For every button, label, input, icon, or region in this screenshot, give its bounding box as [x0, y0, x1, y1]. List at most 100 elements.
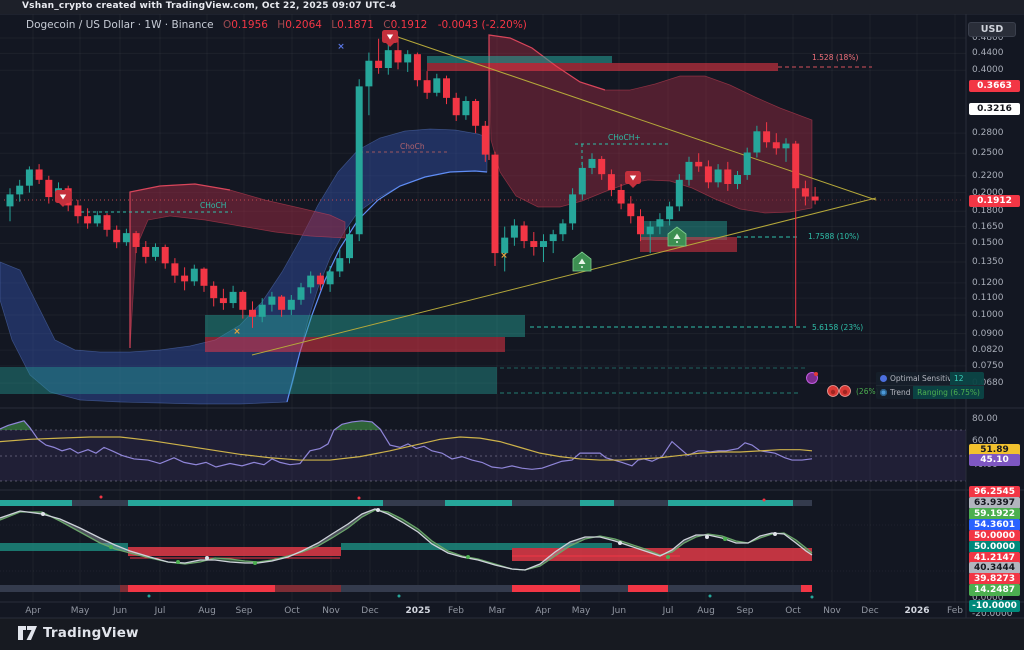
x-cross-marker: ×: [337, 42, 345, 52]
chart-annotation: CHoCH+: [608, 133, 641, 142]
legend-label: Trend Strength: [890, 388, 913, 397]
sell-signal-marker: [382, 30, 398, 47]
chart-annotation: ChoCh: [400, 142, 425, 151]
legend-label: Optimal Sensitivity: [890, 374, 950, 383]
high-value: 0.2064: [285, 19, 322, 31]
x-cross-marker: ×: [500, 251, 508, 261]
price-label-chip: 0.3216: [969, 102, 1020, 115]
tradingview-logo-icon: [18, 626, 37, 640]
high-label: H: [277, 19, 286, 31]
price-tick: 0.4000: [972, 65, 1004, 76]
chart-annotation: CHoCH: [200, 201, 226, 210]
time-tick: Feb: [947, 606, 963, 616]
oscillator-tick: 0.0000: [972, 593, 1004, 603]
price-tick: 0.2000: [972, 187, 1004, 198]
symbol-title[interactable]: Dogecoin / US Dollar · 1W · Binance: [26, 19, 214, 31]
tradingview-logo[interactable]: TradingView: [18, 625, 139, 641]
time-tick: Sep: [235, 606, 253, 616]
rsi-value-chip: 45.10: [969, 454, 1020, 466]
price-tick: 0.2500: [972, 148, 1004, 159]
rsi-value-chip: 51.89: [969, 444, 1020, 456]
time-tick: Oct: [284, 606, 300, 616]
time-tick: Aug: [697, 606, 715, 616]
currency-toggle-button[interactable]: USD: [968, 22, 1016, 37]
oscillator-tick: -20.0000: [972, 609, 1013, 619]
time-tick: 2026: [904, 606, 930, 616]
rsi-tick: 80.00: [972, 414, 998, 424]
oscillator-value-chip: 41.2147: [969, 552, 1020, 564]
oscillator-value-chip: 63.9397: [969, 497, 1020, 509]
oscillator-value-chip: 54.3601: [969, 519, 1020, 531]
legend-value: Ranging (6.75%): [913, 386, 984, 399]
price-tick: 0.0900: [972, 328, 1004, 339]
sell-signal-marker: [625, 171, 641, 188]
close-label: C: [383, 19, 391, 31]
oscillator-value-chip: 50.0000: [969, 530, 1020, 542]
time-tick: Jun: [112, 606, 128, 616]
time-tick: Apr: [25, 606, 41, 616]
time-tick: Dec: [361, 606, 379, 616]
price-tick: 0.1500: [972, 238, 1004, 249]
oscillator-value-chip: 40.3444: [969, 562, 1020, 574]
attribution-bar: Vshan_crypto created with TradingView.co…: [0, 0, 1024, 14]
chart-annotation: 1.7588 (10%): [808, 232, 859, 241]
chart-annotation: (26%): [856, 387, 879, 396]
oscillator-value-chip: 59.1922: [969, 508, 1020, 520]
buy-signal-marker: [667, 226, 687, 247]
globe-icon: [880, 389, 887, 396]
time-tick: Jul: [154, 606, 166, 616]
price-tick: 0.0820: [972, 345, 1004, 356]
price-tick: 0.1800: [972, 206, 1004, 217]
low-value: 0.1871: [337, 19, 374, 31]
time-tick: May: [571, 606, 591, 616]
oscillator-value-chip: 14.2487: [969, 584, 1020, 596]
time-tick: Oct: [785, 606, 801, 616]
sell-signal-marker: [55, 190, 71, 207]
time-tick: Dec: [861, 606, 879, 616]
time-tick: Mar: [488, 606, 506, 616]
time-tick: Sep: [736, 606, 754, 616]
rsi-tick: 60.00: [972, 436, 998, 446]
oscillator-value-chip: -10.0000: [969, 600, 1020, 612]
pin-icon: [880, 375, 887, 382]
time-tick: Apr: [535, 606, 551, 616]
swirl-emoji-marker: [806, 372, 818, 384]
price-tick: 0.1000: [972, 310, 1004, 321]
price-tick: 0.4800: [972, 33, 1004, 43]
chart-annotation: 5.6158 (23%): [812, 323, 863, 332]
price-label-chip: 0.3663: [969, 79, 1020, 92]
price-tick: 0.2800: [972, 128, 1004, 139]
symbol-info-bar[interactable]: Dogecoin / US Dollar · 1W · Binance O 0.1…: [26, 19, 527, 31]
change-value: -0.0043 (-2.20%): [437, 19, 527, 31]
price-tick: 0.4400: [972, 48, 1004, 59]
open-label: O: [222, 19, 232, 31]
price-tick: 0.1100: [972, 293, 1004, 304]
x-cross-marker: ×: [233, 327, 241, 337]
legend-row-trend-strength[interactable]: Trend Strength Ranging (6.75%): [876, 385, 984, 399]
time-tick: May: [70, 606, 90, 616]
time-tick: Feb: [448, 606, 464, 616]
time-tick: Jun: [611, 606, 627, 616]
red-circle-emoji-marker: [827, 385, 839, 397]
price-tick: 0.1200: [972, 277, 1004, 288]
time-tick: Aug: [198, 606, 216, 616]
oscillator-value-chip: 39.8273: [969, 573, 1020, 585]
legend-row-optimal-sensitivity[interactable]: Optimal Sensitivity 12: [876, 372, 984, 385]
oscillator-value-chip: 50.0000: [969, 541, 1020, 553]
time-tick: Nov: [823, 606, 841, 616]
indicator-legend: Optimal Sensitivity 12 Trend Strength Ra…: [876, 372, 984, 399]
oscillator-value-chip: 96.2545: [969, 486, 1020, 498]
price-label-chip: 0.1912: [969, 194, 1020, 207]
price-tick: 0.2200: [972, 170, 1004, 181]
price-tick: 0.0680: [972, 378, 1004, 389]
time-tick: 2025: [405, 606, 431, 616]
low-label: L: [331, 19, 338, 31]
tradingview-logo-text: TradingView: [43, 625, 139, 641]
time-tick: Jul: [662, 606, 674, 616]
price-tick: 0.0750: [972, 360, 1004, 371]
price-tick: 0.1350: [972, 257, 1004, 268]
legend-value: 12: [950, 372, 984, 385]
chart-annotation: 1.528 (18%): [812, 53, 858, 62]
